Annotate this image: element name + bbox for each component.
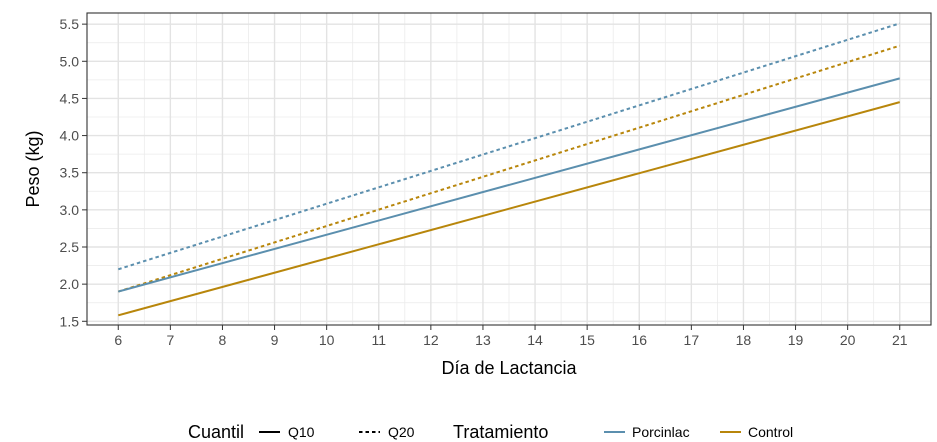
legend-label-porcinlac: Porcinlac (632, 424, 690, 440)
x-tick-label: 17 (684, 332, 700, 348)
x-tick-label: 11 (371, 332, 386, 348)
legend: Cuantil Q10 Q20 Tratamiento Porcinlac Co… (188, 422, 793, 442)
legend-title-cuantil: Cuantil (188, 422, 244, 442)
major-grid (87, 13, 931, 325)
x-tick-label: 8 (219, 332, 227, 348)
y-tick-label: 5.5 (60, 16, 80, 32)
y-tick-label: 3.5 (60, 165, 80, 181)
series-line-porcinlac-q10 (117, 77, 901, 293)
x-tick-label: 13 (475, 332, 491, 348)
series-line-porcinlac-q20 (117, 22, 901, 271)
x-tick-label: 18 (736, 332, 752, 348)
x-tick-label: 15 (579, 332, 595, 348)
y-tick-label: 1.5 (60, 313, 80, 329)
y-tick-label: 4.5 (60, 90, 80, 106)
legend-label-control: Control (748, 424, 793, 440)
x-tick-label: 16 (631, 332, 647, 348)
x-tick-label: 21 (892, 332, 908, 348)
legend-label-q10: Q10 (288, 424, 315, 440)
plot-border (86, 12, 932, 326)
series-line-control-q20 (117, 44, 901, 293)
x-axis: 6 7 8 9 10 11 12 13 14 15 16 17 18 19 20 21 (114, 325, 908, 348)
y-tick-label: 2.5 (60, 239, 80, 255)
legend-label-q20: Q20 (388, 424, 415, 440)
y-tick-label: 5.0 (60, 53, 80, 69)
legend-title-tratamiento: Tratamiento (453, 422, 548, 442)
x-tick-label: 20 (840, 332, 856, 348)
y-axis-title: Peso (kg) (23, 130, 43, 207)
x-axis-title: Día de Lactancia (441, 358, 577, 378)
y-tick-label: 2.0 (60, 276, 80, 292)
x-tick-label: 10 (319, 332, 335, 348)
series-layer (117, 22, 901, 317)
y-tick-label: 3.0 (60, 202, 80, 218)
x-tick-label: 14 (527, 332, 543, 348)
y-tick-label: 4.0 (60, 128, 80, 144)
x-tick-label: 12 (423, 332, 439, 348)
x-tick-label: 19 (788, 332, 804, 348)
x-tick-label: 7 (166, 332, 174, 348)
series-line-control-q10 (117, 101, 901, 317)
y-axis: 1.5 2.0 2.5 3.0 3.5 4.0 4.5 5.0 5.5 (60, 16, 87, 329)
x-tick-label: 6 (114, 332, 122, 348)
x-tick-label: 9 (271, 332, 279, 348)
